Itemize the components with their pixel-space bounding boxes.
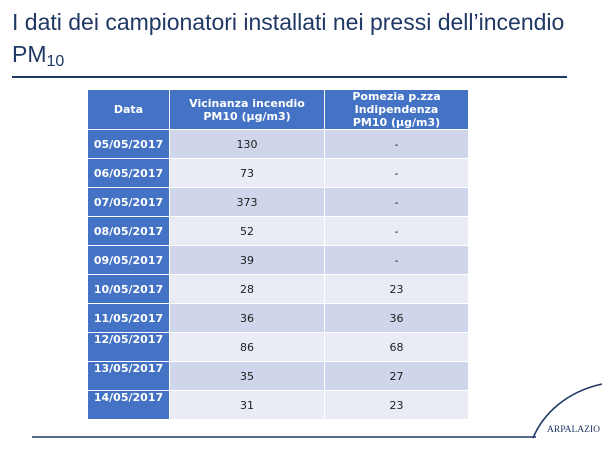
- pomezia-value: 36: [325, 304, 468, 332]
- date-cell: 14/05/2017: [88, 391, 169, 419]
- header-date-label: Data: [113, 103, 144, 116]
- vicinanza-value: 52: [170, 217, 324, 245]
- slide-title: I dati dei campionatori installati nei p…: [12, 6, 564, 70]
- pomezia-value: 68: [325, 333, 468, 361]
- vicinanza-value: 130: [170, 130, 324, 158]
- date-cell: 10/05/2017: [88, 275, 169, 303]
- pomezia-value: -: [325, 188, 468, 216]
- pomezia-value: -: [325, 217, 468, 245]
- date-cell: 07/05/2017: [88, 188, 169, 216]
- date-cell: 06/05/2017: [88, 159, 169, 187]
- header-vicinanza-line: Vicinanza incendio: [189, 96, 305, 110]
- pomezia-value: 27: [325, 362, 468, 390]
- pomezia-value: -: [325, 130, 468, 158]
- header-date: Data: [88, 90, 169, 129]
- date-cell: 12/05/2017: [88, 333, 169, 361]
- vicinanza-value: 373: [170, 188, 324, 216]
- arpalazio-logo: ARPALAZIO: [532, 383, 603, 439]
- pomezia-value: -: [325, 246, 468, 274]
- vicinanza-value: 35: [170, 362, 324, 390]
- vicinanza-value: 39: [170, 246, 324, 274]
- header-pomezia-line: Pomezia p.zza: [352, 90, 441, 103]
- vicinanza-value: 31: [170, 391, 324, 419]
- logo-text: ARPALAZIO: [547, 425, 600, 435]
- vicinanza-value: 28: [170, 275, 324, 303]
- slide-footer: ARPALAZIO: [32, 383, 603, 439]
- pm10-table: Data Vicinanza incendio PM10 (µg/m3) Pom…: [88, 90, 468, 419]
- date-cell: 13/05/2017: [88, 362, 169, 390]
- vicinanza-value: 73: [170, 159, 324, 187]
- date-cell: 08/05/2017: [88, 217, 169, 245]
- vicinanza-value: 36: [170, 304, 324, 332]
- header-vicinanza-line: PM10 (µg/m3): [203, 109, 291, 123]
- arpalazio-swoosh-icon: [532, 383, 603, 439]
- header-pomezia-line: PM10 (µg/m3): [352, 116, 441, 129]
- title-line-2: PM10: [12, 38, 564, 70]
- title-pm: PM: [12, 41, 47, 67]
- pomezia-value: 23: [325, 391, 468, 419]
- vicinanza-value: 86: [170, 333, 324, 361]
- date-cell: 11/05/2017: [88, 304, 169, 332]
- header-vicinanza: Vicinanza incendio PM10 (µg/m3): [170, 90, 324, 129]
- date-cell: 05/05/2017: [88, 130, 169, 158]
- pomezia-value: 23: [325, 275, 468, 303]
- title-pm-subscript: 10: [46, 53, 65, 70]
- date-cell: 09/05/2017: [88, 246, 169, 274]
- header-pomezia: Pomezia p.zza Indipendenza PM10 (µg/m3): [325, 90, 468, 129]
- title-divider: [12, 76, 567, 78]
- pomezia-value: -: [325, 159, 468, 187]
- title-line-1: I dati dei campionatori installati nei p…: [12, 9, 565, 35]
- header-pomezia-line: Indipendenza: [354, 103, 439, 116]
